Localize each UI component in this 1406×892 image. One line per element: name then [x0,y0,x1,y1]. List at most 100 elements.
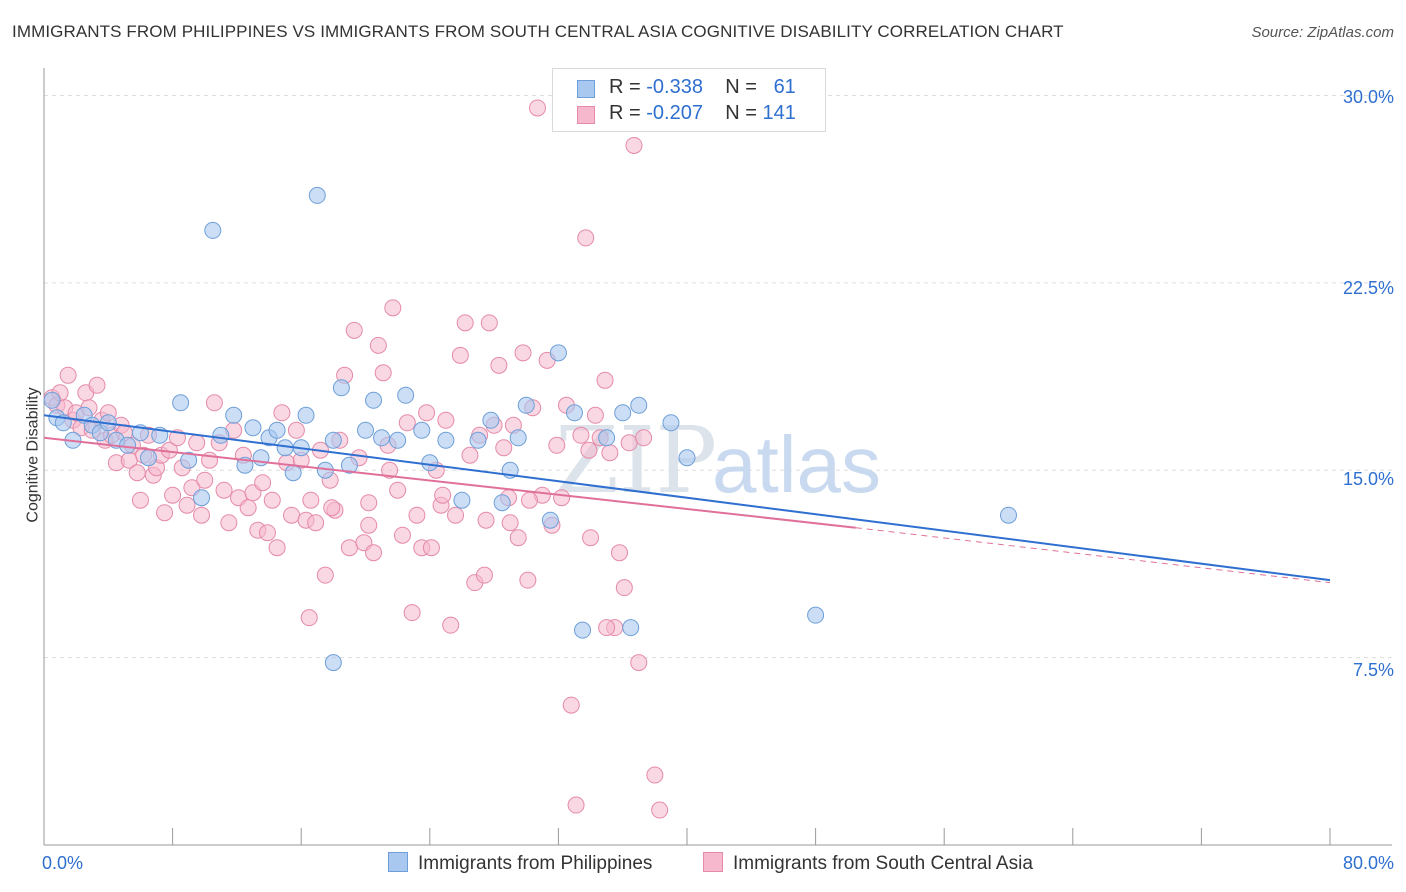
data-point-south-central-asia [490,356,508,374]
data-point-south-central-asia [384,299,402,317]
chart-source: Source: ZipAtlas.com [1251,24,1394,41]
bottom-legend-swatch-blue [388,852,408,872]
data-point-south-central-asia [480,314,498,332]
data-point-south-central-asia [156,504,174,522]
data-point-philippines [509,429,527,447]
data-point-philippines [541,511,559,529]
data-point-south-central-asia [88,376,106,394]
trend-lines [43,414,1331,584]
data-point-south-central-asia [514,344,532,362]
axes [43,68,1392,846]
data-point-philippines [397,386,415,404]
data-point-philippines [204,221,222,239]
data-point-south-central-asia [501,514,519,532]
data-point-south-central-asia [188,434,206,452]
legend-swatch-blue [577,80,595,98]
data-point-south-central-asia [205,394,223,412]
y-axis-title: Cognitive Disability [24,387,42,523]
data-point-south-central-asia [577,229,595,247]
data-point-philippines [389,431,407,449]
bottom-legend-label-south-central-asia: Immigrants from South Central Asia [733,853,1033,874]
data-point-philippines [453,491,471,509]
data-point-philippines [565,404,583,422]
data-point-south-central-asia [580,441,598,459]
data-point-south-central-asia [442,616,460,634]
trend-line-south-central-asia [43,436,856,529]
data-point-philippines [119,436,137,454]
x-axis-max-label: 80.0% [1342,853,1394,873]
data-point-south-central-asia [461,446,479,464]
data-point-philippines [413,421,431,439]
trend-line-south-central-asia-extension [855,527,1331,584]
data-point-philippines [297,406,315,424]
data-point-south-central-asia [300,609,318,627]
data-point-south-central-asia [620,434,638,452]
data-point-philippines [549,344,567,362]
y-tick-label-30: 30.0% [1342,87,1394,107]
data-point-philippines [807,606,825,624]
gridlines [44,94,1392,659]
data-point-south-central-asia [582,529,600,547]
data-point-philippines [614,404,632,422]
data-point-philippines [365,391,383,409]
data-point-philippines [598,429,616,447]
legend-n-value: 61 [773,76,796,98]
data-point-south-central-asia [553,489,571,507]
data-point-south-central-asia [273,404,291,422]
data-point-south-central-asia [418,404,436,422]
data-point-south-central-asia [287,421,305,439]
correlation-legend: R = -0.338 N = 61 R = -0.207 N = 141 [552,68,826,132]
data-point-south-central-asia [447,506,465,524]
data-point-south-central-asia [520,491,538,509]
data-point-philippines [332,379,350,397]
x-axis-min-label: 0.0% [42,853,84,873]
data-point-south-central-asia [220,514,238,532]
data-point-philippines [662,414,680,432]
data-point-south-central-asia [316,566,334,584]
data-point-south-central-asia [456,314,474,332]
data-point-south-central-asia [437,411,455,429]
data-point-south-central-asia [610,544,628,562]
watermark-atlas: atlas [712,420,881,509]
data-point-philippines [482,411,500,429]
data-point-philippines [574,621,592,639]
data-point-philippines [193,489,211,507]
bottom-legend-swatch-pink [703,852,723,872]
data-point-philippines [324,431,342,449]
data-point-south-central-asia [381,461,399,479]
legend-swatch-pink [577,106,595,124]
data-point-south-central-asia [369,336,387,354]
data-point-philippines [622,619,640,637]
data-point-south-central-asia [128,464,146,482]
data-point-south-central-asia [646,766,664,784]
data-point-south-central-asia [178,496,196,514]
data-point-south-central-asia [625,136,643,154]
data-point-south-central-asia [398,414,416,432]
y-tick-label-7-5: 7.5% [1352,660,1394,680]
data-point-south-central-asia [408,506,426,524]
data-point-south-central-asia [596,371,614,389]
data-point-south-central-asia [302,491,320,509]
data-point-philippines [244,419,262,437]
data-point-south-central-asia [374,364,392,382]
legend-text-philippines: R = -0.338 N = 61 [609,76,796,99]
chart-title: IMMIGRANTS FROM PHILIPPINES VS IMMIGRANT… [12,22,1064,41]
data-point-south-central-asia [239,499,257,517]
bottom-legend-philippines: Immigrants from Philippines [388,852,652,875]
data-point-south-central-asia [345,321,363,339]
y-tick-label-22-5: 22.5% [1342,278,1394,298]
data-point-south-central-asia [254,474,272,492]
legend-r-value: -0.207 [646,102,703,124]
legend-n-label: N = [725,76,757,98]
data-point-south-central-asia [651,801,669,819]
legend-r-value: -0.338 [646,76,703,98]
data-point-philippines [180,451,198,469]
data-point-south-central-asia [567,796,585,814]
data-point-south-central-asia [258,524,276,542]
legend-r-label: R = [609,102,641,124]
data-point-south-central-asia [509,529,527,547]
data-point-philippines [493,494,511,512]
data-point-south-central-asia [389,481,407,499]
data-point-south-central-asia [196,471,214,489]
